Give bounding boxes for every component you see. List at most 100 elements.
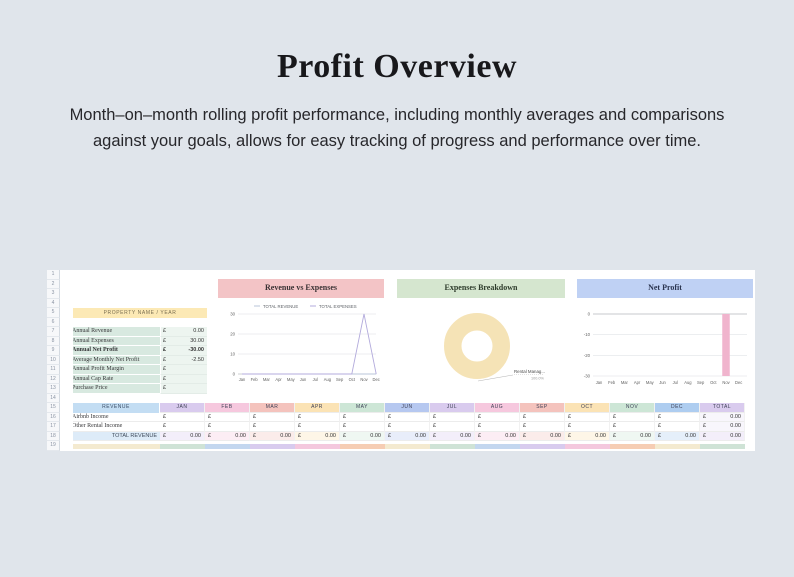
grand-total-cell: £0.00 bbox=[700, 431, 745, 441]
strip-segment bbox=[475, 444, 520, 449]
month-cell: £ bbox=[340, 412, 385, 422]
svg-text:-30: -30 bbox=[584, 374, 591, 379]
month-header: AUG bbox=[475, 403, 520, 413]
month-cell: £ bbox=[205, 412, 250, 422]
month-header: MAY bbox=[340, 403, 385, 413]
row-number: 6 bbox=[47, 317, 60, 327]
svg-text:0: 0 bbox=[233, 372, 236, 377]
svg-text:May: May bbox=[287, 377, 296, 382]
summary-label: Annual Expenses bbox=[73, 336, 160, 346]
month-total-cell: £0.00 bbox=[610, 431, 655, 441]
total-revenue-label: TOTAL REVENUE bbox=[73, 431, 160, 441]
revenue-vs-expenses-chart: TOTAL REVENUE TOTAL EXPENSES 0 10 20 30 Jan Feb… bbox=[218, 300, 384, 403]
month-total-cell: £0.00 bbox=[250, 431, 295, 441]
summary-value: 0.00 bbox=[172, 327, 207, 337]
row-number: 12 bbox=[47, 374, 60, 384]
month-total-cell: £0.00 bbox=[430, 431, 475, 441]
strip-segment bbox=[160, 444, 205, 449]
summary-row: Annual Expenses £30.00 bbox=[73, 336, 207, 346]
row-number: 4 bbox=[47, 298, 60, 308]
revenue-vs-expenses-header: Revenue vs Expenses bbox=[218, 279, 384, 298]
summary-label: Annual Revenue bbox=[73, 327, 160, 337]
month-total-cell: £0.00 bbox=[205, 431, 250, 441]
monthly-revenue-table: REVENUE JAN FEB MAR APR MAY JUN JUL AUG SEP OCT NOV… bbox=[73, 403, 745, 449]
row-number: 19 bbox=[47, 441, 60, 451]
currency-symbol: £ bbox=[160, 346, 172, 356]
summary-value: 30.00 bbox=[172, 336, 207, 346]
summary-label: Annual Net Profit bbox=[73, 346, 160, 356]
summary-label: Average Monthly Net Profit bbox=[73, 355, 160, 365]
svg-text:Jun: Jun bbox=[300, 377, 307, 382]
month-cell: £ bbox=[430, 422, 475, 432]
month-cell: £ bbox=[565, 412, 610, 422]
net-profit-header: Net Profit bbox=[577, 279, 753, 298]
svg-text:Jul: Jul bbox=[313, 377, 318, 382]
currency-symbol: £ bbox=[160, 365, 172, 375]
summary-label: Annual Cap Rate bbox=[73, 374, 160, 384]
summary-row: Average Monthly Net Profit £ -2.50 bbox=[73, 355, 207, 365]
month-cell: £ bbox=[340, 422, 385, 432]
month-header: APR bbox=[295, 403, 340, 413]
summary-row: Purchase Price £ bbox=[73, 384, 207, 394]
revenue-section-header: REVENUE bbox=[73, 403, 160, 413]
total-revenue-row: TOTAL REVENUE £0.00 £0.00 £0.00 £0.00 £0.00 £0… bbox=[73, 431, 745, 441]
month-total-cell: £0.00 bbox=[475, 431, 520, 441]
row-number: 16 bbox=[47, 412, 60, 422]
month-cell: £ bbox=[160, 422, 205, 432]
summary-value bbox=[172, 374, 207, 384]
month-header: FEB bbox=[205, 403, 250, 413]
property-name-header: PROPERTY NAME / YEAR bbox=[73, 308, 207, 318]
summary-row: Annual Cap Rate £ bbox=[73, 374, 207, 384]
month-cell: £ bbox=[520, 422, 565, 432]
month-header: JUL bbox=[430, 403, 475, 413]
svg-text:Dec: Dec bbox=[735, 380, 742, 385]
row-number: 17 bbox=[47, 422, 60, 432]
svg-text:Oct: Oct bbox=[349, 377, 356, 382]
table-header-row: REVENUE JAN FEB MAR APR MAY JUN JUL AUG SEP OCT NOV… bbox=[73, 403, 745, 413]
strip-segment bbox=[250, 444, 295, 449]
month-header: NOV bbox=[610, 403, 655, 413]
net-profit-bar-chart: 0 -10 -20 -30 Jan Feb Mar Apr May Jun Jul Aug Sep Oct… bbox=[577, 300, 753, 403]
summary-row: Annual Profit Margin £ bbox=[73, 365, 207, 375]
annual-summary-table: Annual Revenue £0.00 Annual Expenses £30.00… bbox=[73, 327, 207, 394]
svg-text:Feb: Feb bbox=[608, 380, 616, 385]
svg-text:-20: -20 bbox=[584, 353, 591, 358]
svg-text:Mar: Mar bbox=[263, 377, 271, 382]
month-header: SEP bbox=[520, 403, 565, 413]
income-row-label: Other Rental Income bbox=[73, 422, 160, 432]
svg-text:Jan: Jan bbox=[239, 377, 246, 382]
row-number: 14 bbox=[47, 393, 60, 403]
expenses-breakdown-donut-chart: Rental Manag... 100.0% bbox=[397, 300, 565, 403]
strip-segment bbox=[520, 444, 565, 449]
strip-segment bbox=[700, 444, 745, 449]
income-row: Other Rental Income £ £ £ £ £ £ £ £ £ £ £ £ £0.00 bbox=[73, 422, 745, 432]
month-cell: £ bbox=[655, 412, 700, 422]
svg-text:TOTAL REVENUE: TOTAL REVENUE bbox=[263, 304, 298, 309]
strip-segment bbox=[565, 444, 610, 449]
month-cell: £ bbox=[385, 422, 430, 432]
strip-segment bbox=[295, 444, 340, 449]
next-section-color-strip bbox=[73, 444, 745, 449]
month-cell: £ bbox=[475, 412, 520, 422]
month-total-cell: £0.00 bbox=[520, 431, 565, 441]
page-subtitle: Month–on–month rolling profit performanc… bbox=[69, 106, 725, 150]
svg-text:10: 10 bbox=[230, 352, 235, 357]
month-total-cell: £0.00 bbox=[340, 431, 385, 441]
month-header: OCT bbox=[565, 403, 610, 413]
summary-value bbox=[172, 365, 207, 375]
svg-text:Nov: Nov bbox=[360, 377, 368, 382]
income-row: Airbnb Income £ £ £ £ £ £ £ £ £ £ £ £ £0.00 bbox=[73, 412, 745, 422]
spreadsheet-screenshot: 1 2 3 4 5 6 7 8 9 10 11 12 13 14 15 16 17 18 19 PROPERTY N… bbox=[47, 270, 755, 451]
month-cell: £ bbox=[160, 412, 205, 422]
svg-text:Apr: Apr bbox=[634, 380, 641, 385]
summary-label: Purchase Price bbox=[73, 384, 160, 394]
summary-row: Annual Revenue £0.00 bbox=[73, 327, 207, 337]
svg-text:Sep: Sep bbox=[336, 377, 344, 382]
row-number: 3 bbox=[47, 289, 60, 299]
svg-text:Feb: Feb bbox=[251, 377, 259, 382]
summary-value: -2.50 bbox=[172, 355, 207, 365]
svg-text:Rental Manag...: Rental Manag... bbox=[514, 369, 545, 374]
svg-text:Mar: Mar bbox=[621, 380, 629, 385]
svg-text:100.0%: 100.0% bbox=[531, 377, 545, 381]
svg-text:Jun: Jun bbox=[659, 380, 666, 385]
